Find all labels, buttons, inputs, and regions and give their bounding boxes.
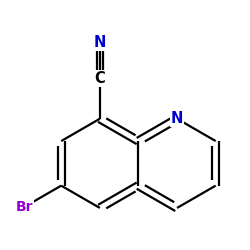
Text: N: N <box>171 111 183 126</box>
Text: Br: Br <box>16 200 33 214</box>
Text: C: C <box>94 71 105 86</box>
Text: N: N <box>94 34 106 50</box>
